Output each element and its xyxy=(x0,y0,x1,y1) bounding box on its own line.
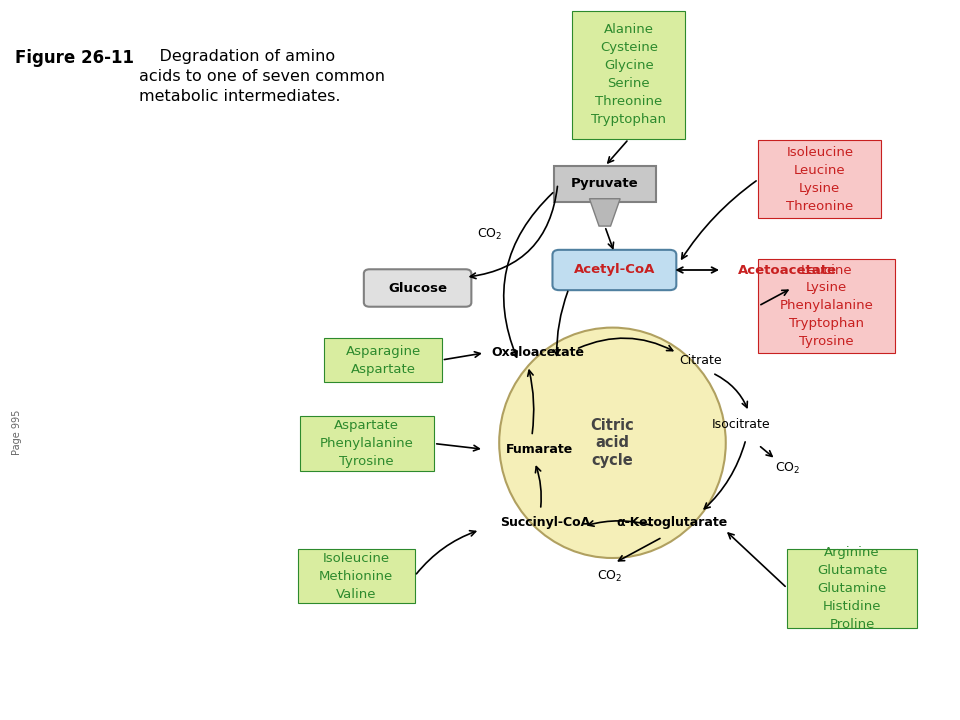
Text: Acetoacetate: Acetoacetate xyxy=(737,264,837,276)
FancyBboxPatch shape xyxy=(787,549,917,628)
Text: Citric
acid
cycle: Citric acid cycle xyxy=(590,418,635,468)
Text: Oxaloacetate: Oxaloacetate xyxy=(492,346,584,359)
Text: Fumarate: Fumarate xyxy=(506,443,573,456)
Text: Arginine
Glutamate
Glutamine
Histidine
Proline: Arginine Glutamate Glutamine Histidine P… xyxy=(817,546,887,631)
Text: Citrate: Citrate xyxy=(680,354,722,366)
Text: CO$_2$: CO$_2$ xyxy=(477,227,502,241)
Text: Asparagine
Aspartate: Asparagine Aspartate xyxy=(346,344,420,376)
Text: Acetyl-CoA: Acetyl-CoA xyxy=(574,264,655,276)
FancyBboxPatch shape xyxy=(364,269,471,307)
Text: Isoleucine
Leucine
Lysine
Threonine: Isoleucine Leucine Lysine Threonine xyxy=(786,145,853,213)
Text: Alanine
Cysteine
Glycine
Serine
Threonine
Tryptophan: Alanine Cysteine Glycine Serine Threonin… xyxy=(591,23,666,127)
Text: Aspartate
Phenylalanine
Tyrosine: Aspartate Phenylalanine Tyrosine xyxy=(320,419,414,468)
Text: Page 995: Page 995 xyxy=(12,409,22,455)
Polygon shape xyxy=(589,199,620,226)
FancyBboxPatch shape xyxy=(572,11,685,139)
FancyBboxPatch shape xyxy=(553,250,676,290)
Ellipse shape xyxy=(499,328,726,558)
Text: α-Ketoglutarate: α-Ketoglutarate xyxy=(616,516,728,529)
Text: Figure 26-11: Figure 26-11 xyxy=(15,49,134,67)
Text: Succinyl-CoA: Succinyl-CoA xyxy=(500,516,590,529)
Text: Isoleucine
Methionine
Valine: Isoleucine Methionine Valine xyxy=(319,552,394,600)
Text: Glucose: Glucose xyxy=(388,282,447,294)
Text: Isocitrate: Isocitrate xyxy=(711,418,771,431)
Text: Degradation of amino
acids to one of seven common
metabolic intermediates.: Degradation of amino acids to one of sev… xyxy=(139,49,385,104)
FancyBboxPatch shape xyxy=(298,549,415,603)
FancyBboxPatch shape xyxy=(758,259,895,353)
Text: Pyruvate: Pyruvate xyxy=(571,177,638,190)
FancyBboxPatch shape xyxy=(758,140,881,218)
Text: Leucine
Lysine
Phenylalanine
Tryptophan
Tyrosine: Leucine Lysine Phenylalanine Tryptophan … xyxy=(780,264,874,348)
FancyBboxPatch shape xyxy=(324,338,442,382)
FancyBboxPatch shape xyxy=(300,416,434,471)
FancyBboxPatch shape xyxy=(554,166,656,202)
Text: CO$_2$: CO$_2$ xyxy=(775,461,800,475)
Text: CO$_2$: CO$_2$ xyxy=(597,569,622,583)
